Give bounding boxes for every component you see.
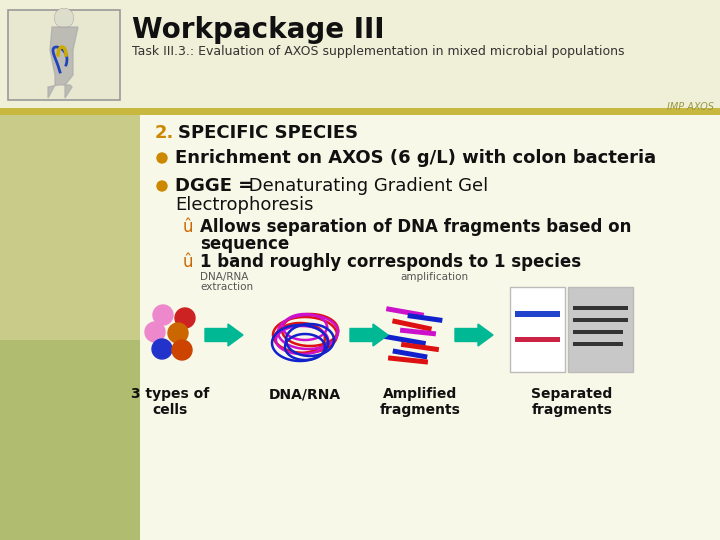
Text: û: û xyxy=(183,218,194,236)
FancyBboxPatch shape xyxy=(401,342,439,352)
FancyBboxPatch shape xyxy=(400,328,436,336)
Circle shape xyxy=(55,9,73,27)
Text: û: û xyxy=(183,253,194,271)
Circle shape xyxy=(168,323,188,343)
Circle shape xyxy=(172,340,192,360)
Text: Electrophoresis: Electrophoresis xyxy=(175,196,313,214)
Circle shape xyxy=(145,322,165,342)
Circle shape xyxy=(175,308,195,328)
Text: Allows separation of DNA fragments based on: Allows separation of DNA fragments based… xyxy=(200,218,631,236)
FancyBboxPatch shape xyxy=(515,311,560,317)
Text: DGGE =: DGGE = xyxy=(175,177,253,195)
Text: Amplified
fragments: Amplified fragments xyxy=(379,387,460,417)
Circle shape xyxy=(157,181,167,191)
Text: Denaturating Gradient Gel: Denaturating Gradient Gel xyxy=(243,177,488,195)
Text: sequence: sequence xyxy=(200,235,289,253)
Circle shape xyxy=(157,153,167,163)
FancyArrow shape xyxy=(350,324,388,346)
Circle shape xyxy=(153,305,173,325)
FancyBboxPatch shape xyxy=(388,355,428,364)
Text: IMP AXOS: IMP AXOS xyxy=(667,102,714,112)
FancyBboxPatch shape xyxy=(0,0,720,110)
FancyBboxPatch shape xyxy=(392,348,428,360)
FancyBboxPatch shape xyxy=(573,318,628,322)
FancyArrow shape xyxy=(205,324,243,346)
FancyBboxPatch shape xyxy=(510,287,565,372)
FancyBboxPatch shape xyxy=(8,10,120,100)
FancyBboxPatch shape xyxy=(386,306,424,318)
Text: Task III.3.: Evaluation of AXOS supplementation in mixed microbial populations: Task III.3.: Evaluation of AXOS suppleme… xyxy=(132,45,624,58)
Text: SPECIFIC SPECIES: SPECIFIC SPECIES xyxy=(178,124,358,142)
FancyBboxPatch shape xyxy=(0,108,720,115)
Text: DNA/RNA: DNA/RNA xyxy=(200,272,248,282)
Text: Enrichment on AXOS (6 g/L) with colon bacteria: Enrichment on AXOS (6 g/L) with colon ba… xyxy=(175,149,656,167)
Circle shape xyxy=(152,339,172,359)
Text: Separated
fragments: Separated fragments xyxy=(531,387,613,417)
Text: amplification: amplification xyxy=(400,272,468,282)
FancyBboxPatch shape xyxy=(408,313,443,323)
Polygon shape xyxy=(48,27,78,98)
FancyBboxPatch shape xyxy=(568,287,633,372)
FancyArrow shape xyxy=(455,324,493,346)
FancyBboxPatch shape xyxy=(0,340,140,540)
FancyBboxPatch shape xyxy=(140,113,720,540)
FancyBboxPatch shape xyxy=(384,334,426,346)
FancyBboxPatch shape xyxy=(515,337,560,342)
FancyBboxPatch shape xyxy=(573,330,623,334)
Text: Workpackage III: Workpackage III xyxy=(132,16,384,44)
Text: 3 types of
cells: 3 types of cells xyxy=(131,387,209,417)
FancyBboxPatch shape xyxy=(0,110,140,340)
Text: extraction: extraction xyxy=(200,282,253,292)
FancyBboxPatch shape xyxy=(573,342,623,346)
FancyBboxPatch shape xyxy=(573,306,628,310)
FancyBboxPatch shape xyxy=(392,319,432,332)
Text: DNA/RNA: DNA/RNA xyxy=(269,387,341,401)
Text: 1 band roughly corresponds to 1 species: 1 band roughly corresponds to 1 species xyxy=(200,253,581,271)
Text: 2.: 2. xyxy=(155,124,174,142)
